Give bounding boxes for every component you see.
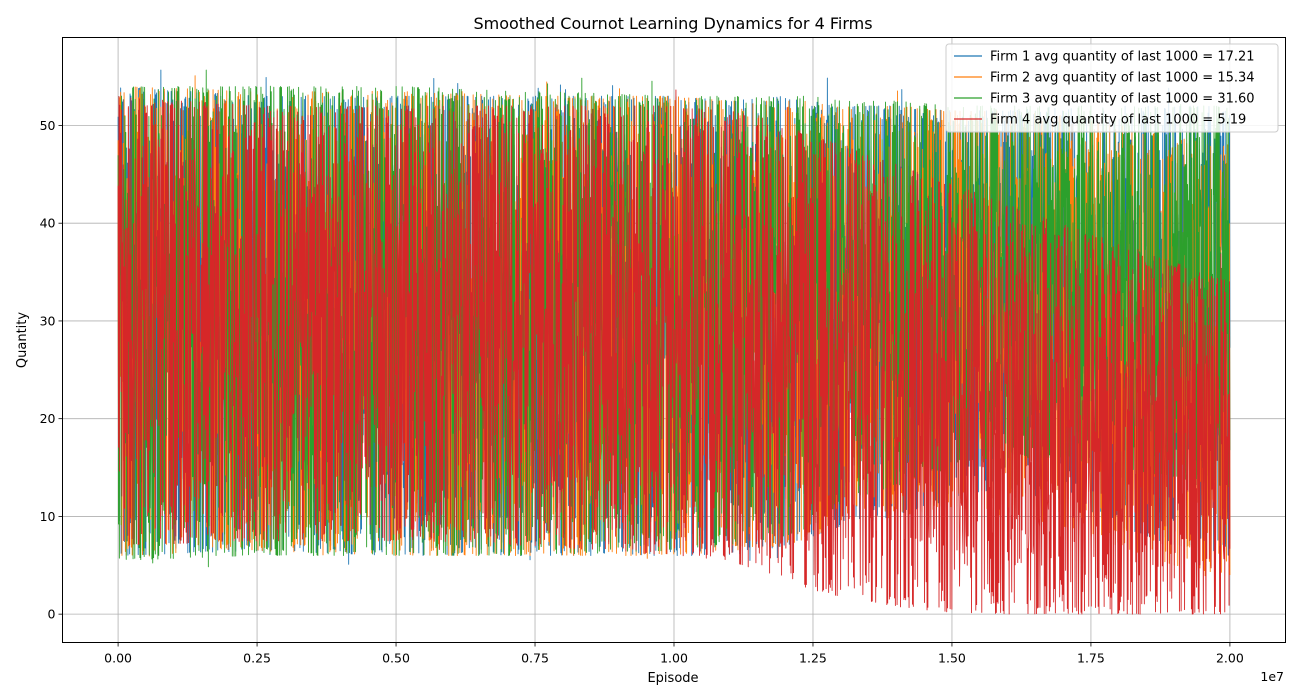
x-tick-label: 0.75 — [521, 651, 549, 666]
y-tick-label: 40 — [40, 216, 56, 231]
x-axis-ticks: 0.00 0.25 0.50 0.75 1.00 1.25 1.50 1.75 2.00 — [104, 642, 1244, 666]
legend: Firm 1 avg quantity of last 1000 = 17.21… — [945, 43, 1279, 133]
y-tick-label: 50 — [40, 118, 56, 133]
x-tick-label: 0.00 — [104, 651, 132, 666]
x-tick-label: 1.25 — [799, 651, 827, 666]
series-line-firm-4 — [117, 89, 1231, 615]
legend-box — [945, 43, 1279, 133]
y-tick-label: 20 — [40, 411, 56, 426]
y-tick-label: 0 — [48, 607, 56, 622]
y-tick-label: 30 — [40, 313, 56, 328]
legend-label-firm-1: Firm 1 avg quantity of last 1000 = 17.21 — [990, 50, 1255, 65]
x-axis-label: Episode — [647, 671, 698, 686]
chart-title: Smoothed Cournot Learning Dynamics for 4… — [473, 14, 872, 33]
x-tick-label: 2.00 — [1216, 651, 1244, 666]
legend-label-firm-2: Firm 2 avg quantity of last 1000 = 15.34 — [990, 71, 1255, 86]
x-tick-label: 1.50 — [938, 651, 966, 666]
x-tick-label: 0.50 — [382, 651, 410, 666]
x-tick-label: 1.00 — [660, 651, 688, 666]
legend-label-firm-4: Firm 4 avg quantity of last 1000 = 5.19 — [990, 113, 1246, 128]
x-tick-label: 0.25 — [243, 651, 271, 666]
y-axis-label: Quantity — [15, 312, 30, 368]
y-axis-ticks: 0 10 20 30 40 50 — [40, 118, 63, 622]
x-tick-label: 1.75 — [1077, 651, 1105, 666]
legend-label-firm-3: Firm 3 avg quantity of last 1000 = 31.60 — [990, 92, 1255, 107]
x-axis-offset-label: 1e7 — [1260, 669, 1284, 684]
y-tick-label: 10 — [40, 509, 56, 524]
